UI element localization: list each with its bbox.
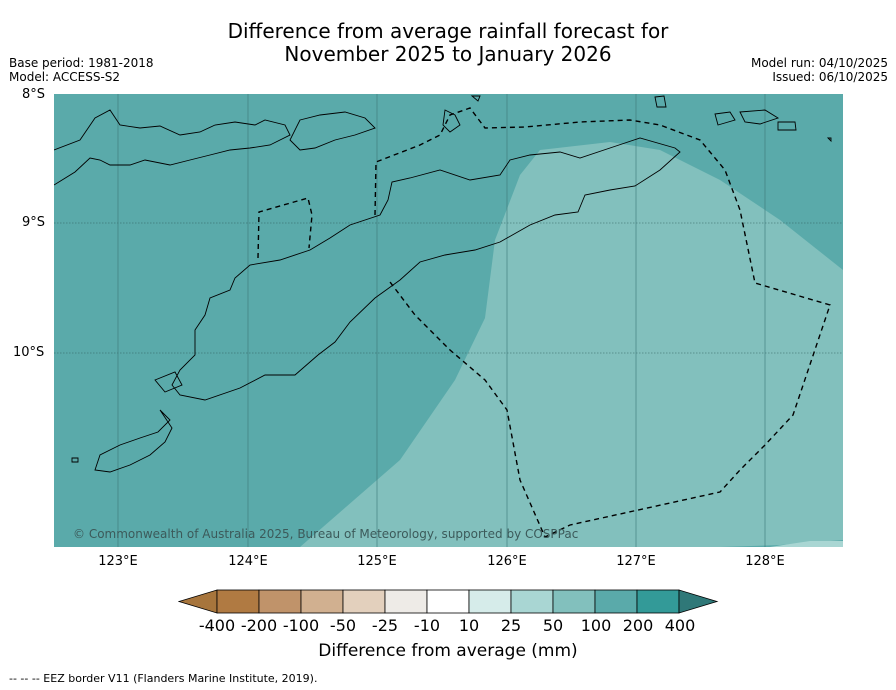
cb-label: 100 (580, 616, 612, 635)
flores-coastline (54, 109, 291, 186)
rain-category-50 (300, 142, 843, 547)
cb-label: 50 (542, 616, 564, 635)
colorbar-swatch (594, 589, 638, 614)
colorbar-swatch (468, 589, 512, 614)
colorbar-swatch (384, 589, 428, 614)
lon-label-123e: 123°E (98, 554, 138, 569)
lon-label-128e: 128°E (745, 554, 785, 569)
colorbar-extend-low (178, 589, 218, 614)
cb-label: -10 (413, 616, 441, 635)
lat-label-10s: 10°S (13, 345, 45, 360)
colorbar-extend-high (678, 589, 719, 614)
lon-label-126e: 126°E (487, 554, 527, 569)
cb-label: -200 (240, 616, 278, 635)
colorbar-swatch (216, 589, 260, 614)
colorbar-swatch (342, 589, 386, 614)
meta-right: Model run: 04/10/2025 Issued: 06/10/2025 (751, 56, 888, 84)
model-name: Model: ACCESS-S2 (9, 70, 121, 84)
cb-label: -50 (329, 616, 357, 635)
timor-coastline (171, 137, 681, 401)
colorbar-swatch (510, 589, 554, 614)
lon-label-125e: 125°E (357, 554, 397, 569)
colorbar-swatch (300, 589, 344, 614)
issued-date: Issued: 06/10/2025 (772, 70, 888, 84)
colorbar (178, 589, 719, 614)
cb-label: -400 (198, 616, 236, 635)
colorbar-title: Difference from average (mm) (318, 641, 578, 661)
title-line-1: Difference from average rainfall forecas… (227, 19, 669, 43)
cb-label: -100 (282, 616, 320, 635)
title-line-2: November 2025 to January 2026 (284, 42, 612, 66)
lon-label-124e: 124°E (228, 554, 268, 569)
rote-coastline (94, 409, 173, 473)
lat-label-8s: 8°S (22, 87, 46, 102)
cb-label: 25 (500, 616, 522, 635)
eez-footnote: -- -- -- EEZ border V11 (Flanders Marine… (9, 672, 318, 685)
cb-label: 10 (458, 616, 480, 635)
base-period: Base period: 1981-2018 (9, 56, 154, 70)
lon-label-127e: 127°E (616, 554, 656, 569)
colorbar-swatch (258, 589, 302, 614)
colorbar-swatch (426, 589, 470, 614)
lat-label-9s: 9°S (22, 215, 46, 230)
cb-label: 400 (664, 616, 696, 635)
eez-borders (257, 107, 831, 538)
map-copyright: © Commonwealth of Australia 2025, Bureau… (73, 527, 578, 541)
cb-label: -25 (371, 616, 399, 635)
colorbar-swatch (552, 589, 596, 614)
map-title: Difference from average rainfall forecas… (0, 20, 896, 66)
cb-label: 200 (622, 616, 654, 635)
model-run: Model run: 04/10/2025 (750, 56, 888, 70)
colorbar-swatch (636, 589, 680, 614)
meta-left: Base period: 1981-2018 Model: ACCESS-S2 (9, 56, 154, 84)
coastlines (54, 95, 832, 473)
